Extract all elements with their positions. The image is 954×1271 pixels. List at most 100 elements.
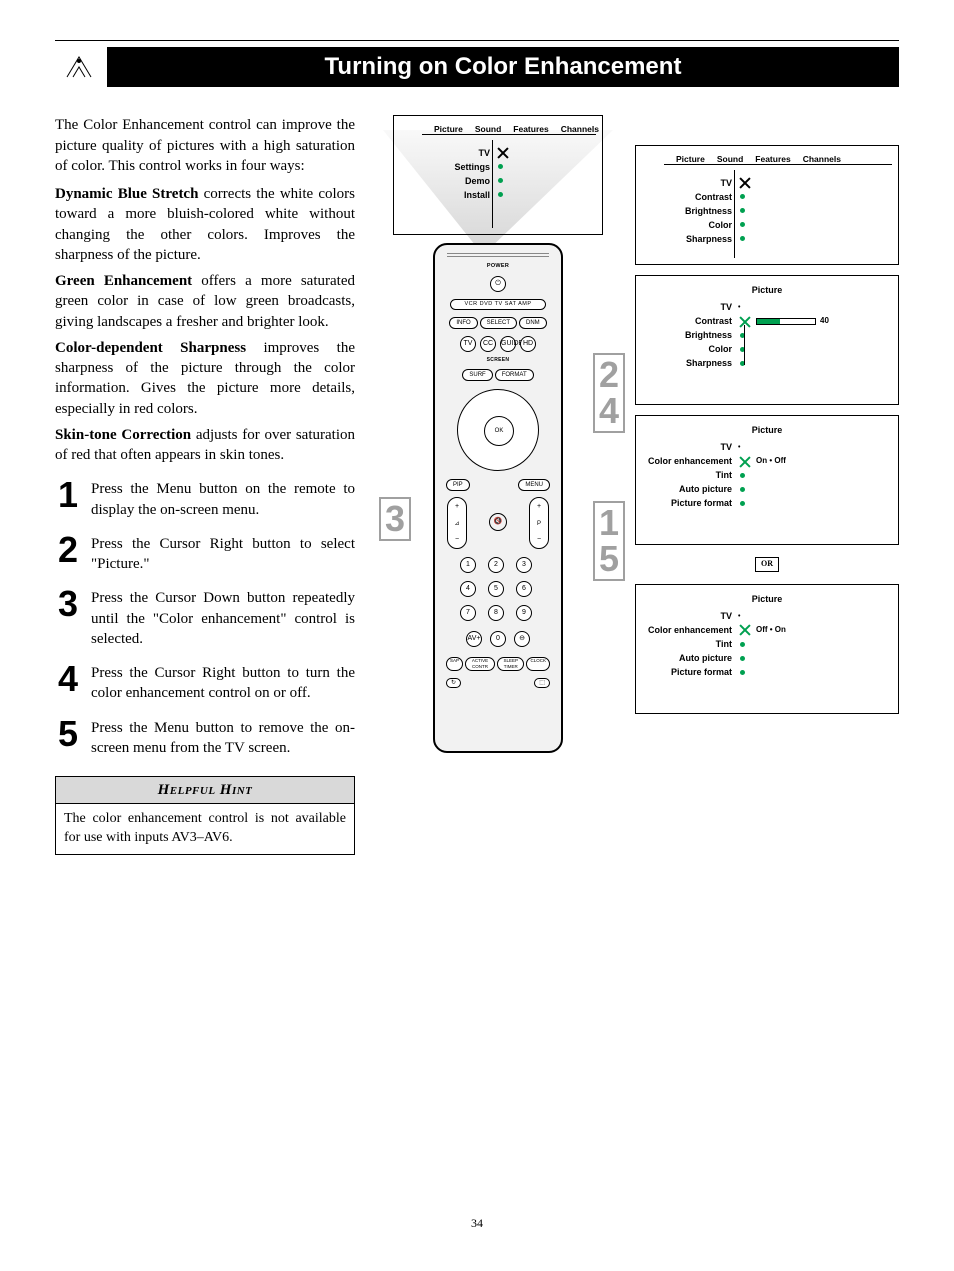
menu-heading: Picture <box>646 593 888 605</box>
step-text: Press the Cursor Right button to turn th… <box>91 661 355 704</box>
menu-screen-1: PictureSoundFeaturesChannels TVSettingsD… <box>393 115 603 235</box>
remote-button[interactable]: SELECT <box>480 317 517 329</box>
remote-wrap: POWER ⏻ VCR DVD TV SAT AMP INFOSELECTDNM… <box>373 243 623 753</box>
menu-item: TV• <box>646 301 888 315</box>
page-title: Turning on Color Enhancement <box>107 47 899 87</box>
top-rule <box>55 40 899 41</box>
step-text: Press the Menu button to remove the on-s… <box>91 716 355 759</box>
remote-button[interactable]: 0 <box>490 631 506 647</box>
menu-tab: Sound <box>717 154 743 165</box>
remote-button[interactable]: ACTIVE CONTR <box>465 657 495 671</box>
menu-tab: Features <box>513 124 548 135</box>
right-column: PictureSoundFeaturesChannels TVSettingsD… <box>373 115 899 855</box>
remote-button[interactable]: CC <box>480 336 496 352</box>
menu-item: Contrast <box>646 190 888 204</box>
menu-dot <box>740 194 745 199</box>
menu-item: Color <box>646 218 888 232</box>
menu-heading: Picture <box>646 424 888 436</box>
menu-item: Picture format <box>646 665 888 679</box>
dpad[interactable]: OK <box>457 389 539 471</box>
ok-button[interactable]: OK <box>484 416 514 446</box>
menu-tab: Channels <box>561 124 599 135</box>
volume-rocker[interactable]: +⊿− <box>447 497 467 549</box>
screen-label: SCREEN <box>441 357 555 364</box>
step: 4 Press the Cursor Right button to turn t… <box>55 661 355 704</box>
hint-box: Helpful Hint The color enhancement contr… <box>55 776 355 855</box>
remote-button[interactable]: DNM <box>519 317 547 329</box>
remote-button[interactable]: CLOCK <box>526 657 550 671</box>
menu-dot <box>740 236 745 241</box>
remote-button[interactable]: ⊖ <box>514 631 530 647</box>
step-text: Press the Cursor Right button to select … <box>91 532 355 575</box>
callout-2-4: 24 <box>593 353 625 433</box>
menu-tab: Channels <box>803 154 841 165</box>
feature-para: Skin-tone Correction adjusts for over sa… <box>55 425 355 466</box>
num-button[interactable]: 1 <box>460 557 476 573</box>
menu-tab: Sound <box>475 124 501 135</box>
menu-item: Auto picture <box>646 651 888 665</box>
title-row: Turning on Color Enhancement <box>55 47 899 87</box>
num-button[interactable]: 3 <box>516 557 532 573</box>
remote-button[interactable]: GUIDE <box>500 336 516 352</box>
step-number: 5 <box>55 716 81 752</box>
menu-item: TV <box>646 176 888 190</box>
num-button[interactable]: 6 <box>516 581 532 597</box>
menu-item: Demo <box>404 174 592 188</box>
num-button[interactable]: 8 <box>488 605 504 621</box>
remote-button[interactable]: FORMAT <box>495 369 534 381</box>
num-button[interactable]: 5 <box>488 581 504 597</box>
remote-button[interactable]: ↻ <box>446 678 461 688</box>
num-button[interactable]: 4 <box>460 581 476 597</box>
remote-control: POWER ⏻ VCR DVD TV SAT AMP INFOSELECTDNM… <box>433 243 563 753</box>
menu-screen-5: Picture TV•Color enhancement Off • OnTin… <box>635 584 899 714</box>
cursor-icon <box>496 146 510 160</box>
menu-item: TV• <box>646 609 888 623</box>
hint-title: Helpful Hint <box>56 777 354 804</box>
remote-button[interactable]: SLEEP TIMER <box>497 657 524 671</box>
step: 5 Press the Menu button to remove the on-… <box>55 716 355 759</box>
callout-1-5: 15 <box>593 501 625 581</box>
step-number: 2 <box>55 532 81 568</box>
menu-tabs: PictureSoundFeaturesChannels <box>434 124 592 135</box>
mute-button[interactable]: 🔇 <box>489 513 507 531</box>
remote-button[interactable]: HD <box>520 336 536 352</box>
intro-para: The Color Enhancement control can improv… <box>55 115 355 176</box>
step-number: 4 <box>55 661 81 697</box>
menu-heading: Picture <box>646 284 888 296</box>
source-selector[interactable]: VCR DVD TV SAT AMP <box>450 299 546 310</box>
step-text: Press the Menu button on the remote to d… <box>91 477 355 520</box>
cursor-icon <box>738 623 752 637</box>
callout-3: 3 <box>379 497 411 541</box>
num-button[interactable]: 7 <box>460 605 476 621</box>
menu-button[interactable]: MENU <box>518 479 550 491</box>
menu-item: Tint <box>646 637 888 651</box>
cursor-icon <box>738 455 752 469</box>
or-divider: OR <box>755 557 779 572</box>
cursor-icon <box>738 315 752 329</box>
page-number: 34 <box>55 1215 899 1231</box>
menu-tab: Picture <box>676 154 705 165</box>
remote-button[interactable]: AV+ <box>466 631 482 647</box>
menu-item: Sharpness <box>646 357 888 371</box>
remote-button[interactable]: SURF <box>462 369 492 381</box>
num-button[interactable]: 9 <box>516 605 532 621</box>
menu-dot <box>498 178 503 183</box>
step: 1Press the Menu button on the remote to … <box>55 477 355 520</box>
remote-button[interactable]: SAP <box>446 657 463 671</box>
step-number: 3 <box>55 586 81 622</box>
power-button[interactable]: ⏻ <box>490 276 506 292</box>
menu-item: TV• <box>646 441 888 455</box>
step-text: Press the Cursor Down button repeatedly … <box>91 586 355 649</box>
menu-item: Color <box>646 343 888 357</box>
num-button[interactable]: 2 <box>488 557 504 573</box>
menu-dot <box>498 164 503 169</box>
menu-item: Picture format <box>646 497 888 511</box>
menu-item: Sharpness <box>646 232 888 246</box>
pip-button[interactable]: PIP <box>446 479 470 491</box>
menu-item: Auto picture <box>646 483 888 497</box>
remote-button[interactable]: TV <box>460 336 476 352</box>
remote-button[interactable]: INFO <box>449 317 477 329</box>
remote-button[interactable]: ⬚ <box>534 678 550 688</box>
intro-text: The Color Enhancement control can improv… <box>55 115 355 176</box>
channel-rocker[interactable]: +P− <box>529 497 549 549</box>
